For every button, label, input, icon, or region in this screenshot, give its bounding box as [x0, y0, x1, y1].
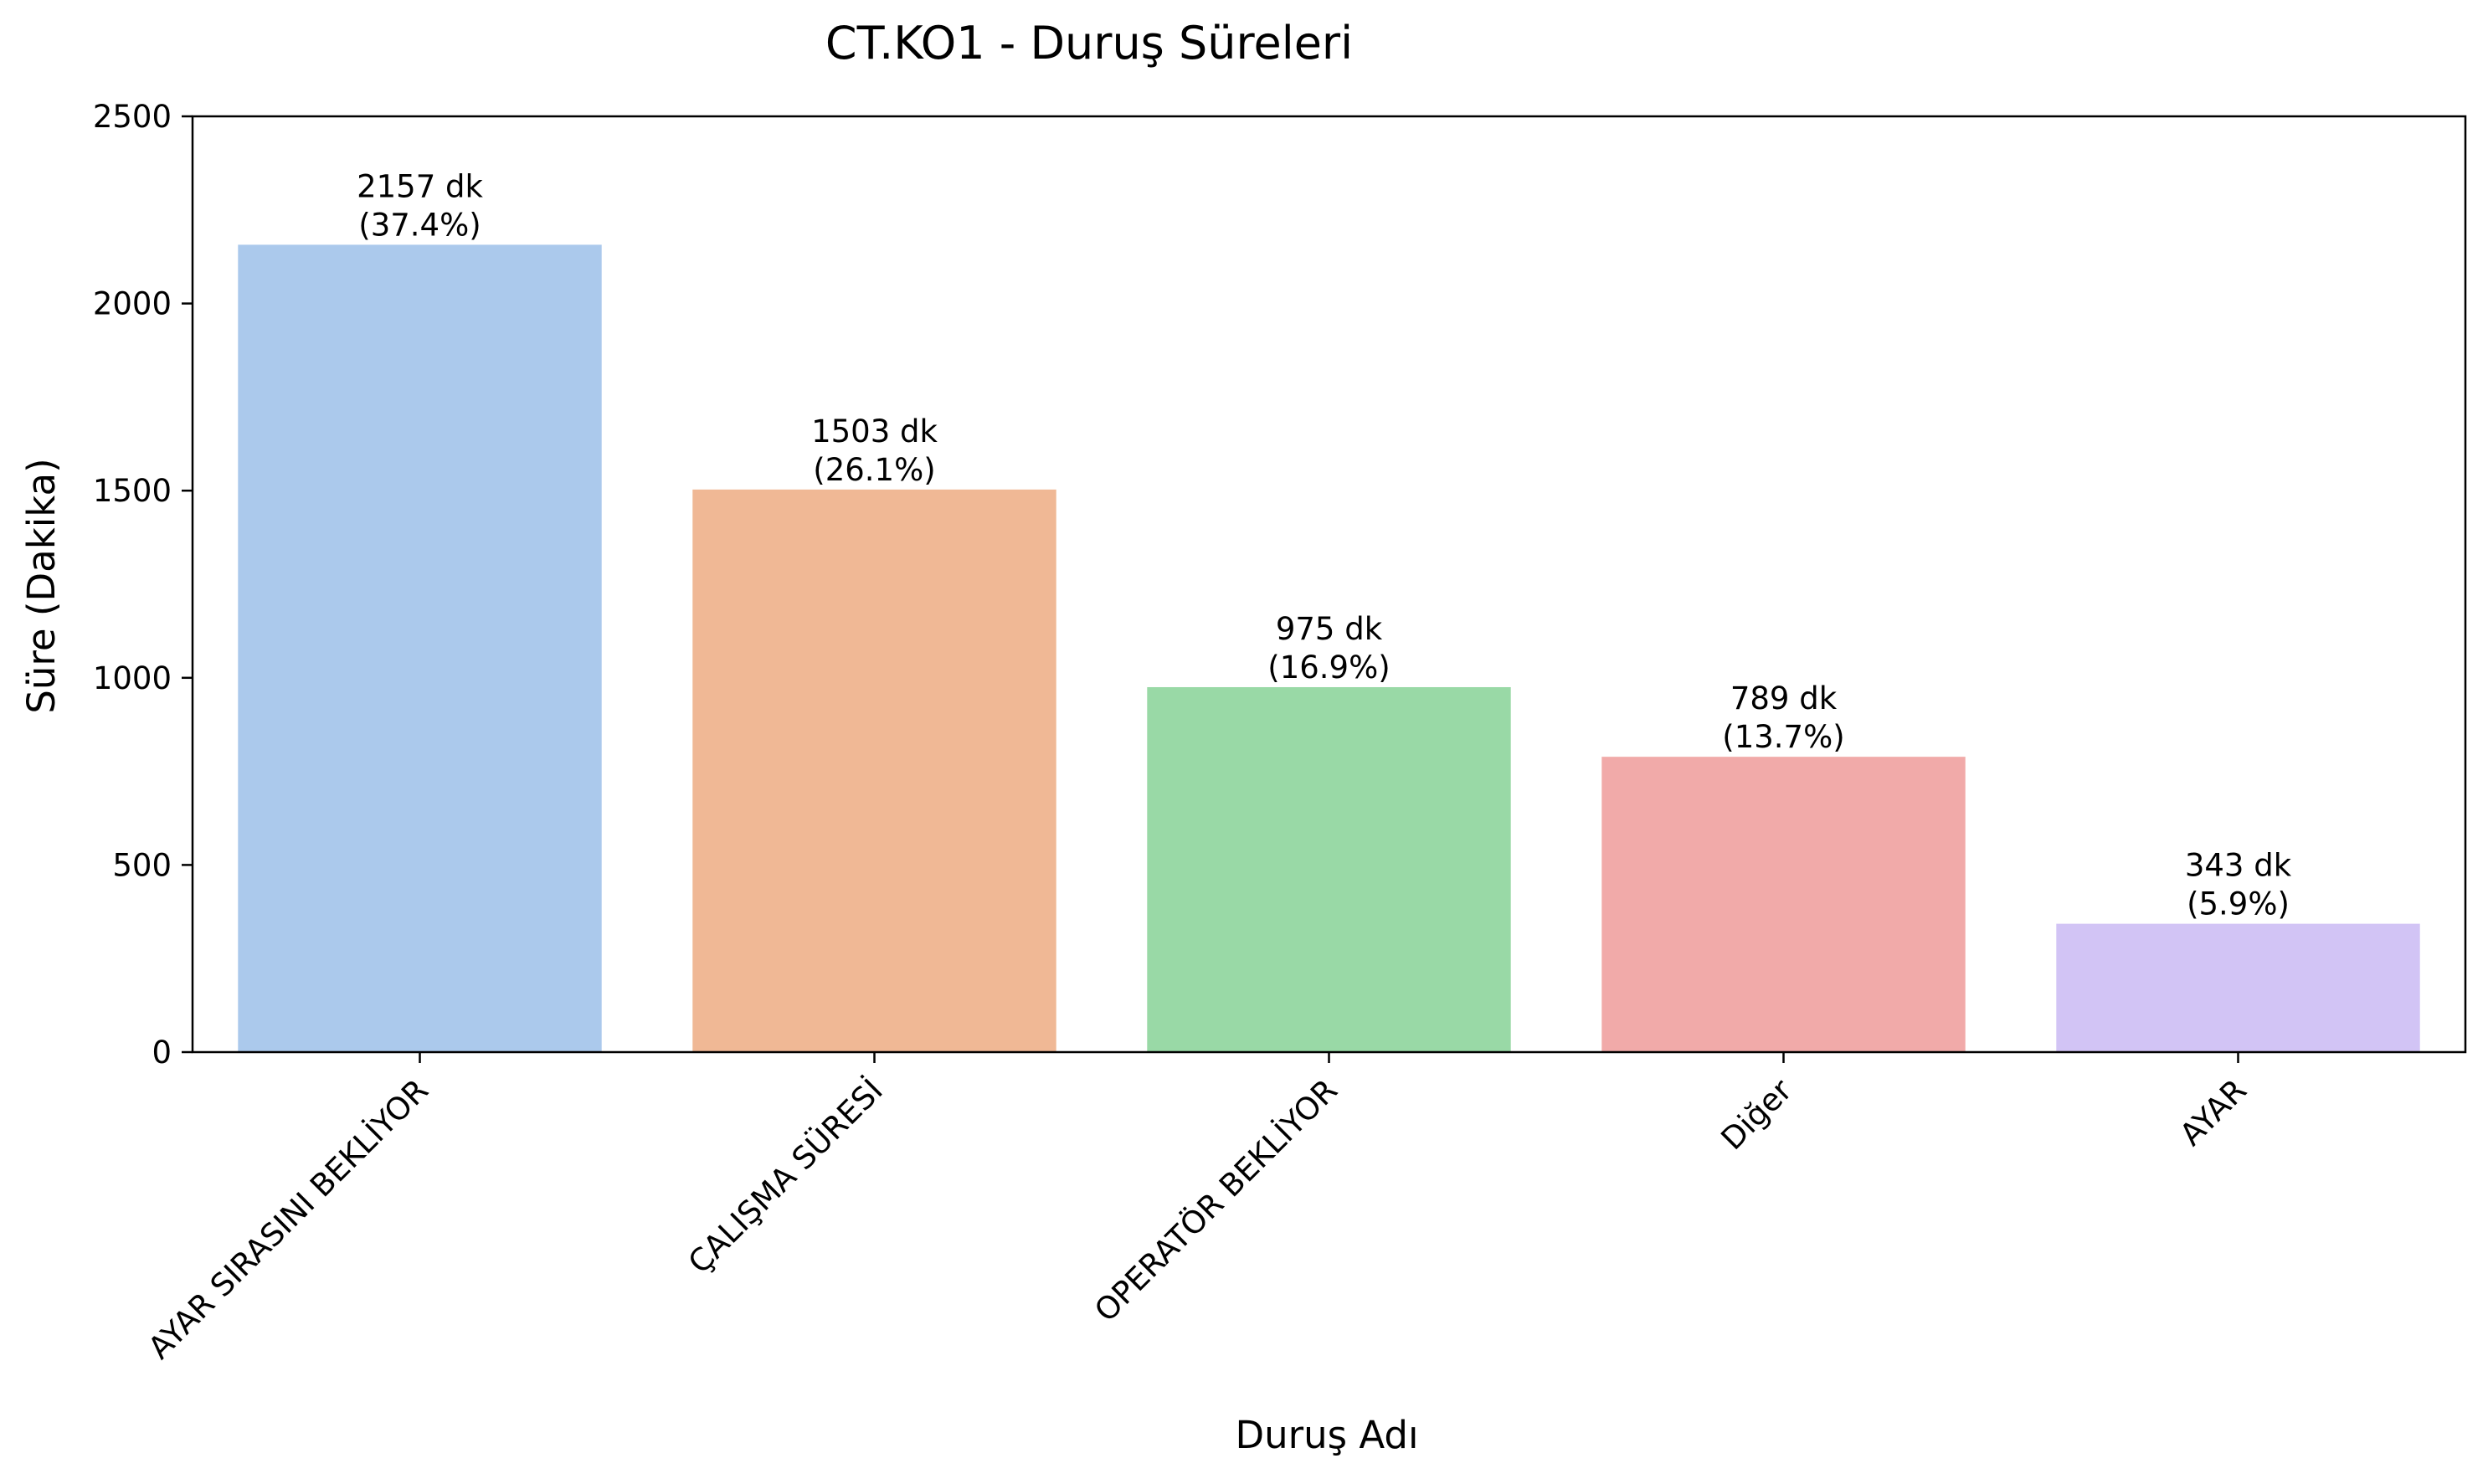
- bars-layer: [238, 244, 2420, 1052]
- y-tick-label-2: 1000: [93, 660, 172, 696]
- bar-value-label-1: 1503 dk: [811, 413, 938, 449]
- bar-percent-label-0: (37.4%): [358, 207, 481, 243]
- bar-value-label-2: 975 dk: [1276, 611, 1383, 647]
- x-axis-title: Duruş Adı: [1235, 1413, 1418, 1457]
- x-tick-label-0: AYAR SIRASINI BEKLİYOR: [141, 1072, 435, 1366]
- y-tick-label-4: 2000: [93, 286, 172, 322]
- bar-2: [1147, 686, 1511, 1052]
- y-tick-label-1: 500: [112, 847, 172, 883]
- bar-value-label-4: 343 dk: [2185, 848, 2292, 884]
- axes-layer: [182, 115, 2467, 1063]
- bar-0: [238, 244, 602, 1052]
- bar-value-label-0: 2157 dk: [357, 168, 483, 204]
- bar-percent-label-1: (26.1%): [813, 452, 935, 488]
- bar-4: [2056, 923, 2420, 1052]
- chart-title: CT.KO1 - Duruş Süreleri: [825, 17, 1353, 69]
- bar-3: [1601, 757, 1966, 1052]
- bar-percent-label-2: (16.9%): [1267, 650, 1390, 686]
- x-tick-label-1: ÇALIŞMA SÜRESİ: [681, 1072, 890, 1281]
- bar-percent-label-3: (13.7%): [1722, 719, 1844, 755]
- bar-percent-label-4: (5.9%): [2187, 886, 2290, 922]
- y-axis-title: Süre (Dakika): [19, 458, 64, 713]
- y-tick-label-0: 0: [152, 1035, 172, 1071]
- x-tick-label-3: Diğer: [1714, 1071, 1800, 1157]
- x-tick-label-4: AYAR: [2173, 1072, 2254, 1153]
- y-tick-label-3: 1500: [93, 473, 172, 509]
- plot-frame: [191, 115, 2467, 1054]
- x-tick-label-2: OPERATÖR BEKLİYOR: [1087, 1072, 1344, 1329]
- bar-value-label-3: 789 dk: [1730, 680, 1838, 716]
- bar-1: [692, 489, 1056, 1052]
- y-tick-label-5: 2500: [93, 99, 172, 135]
